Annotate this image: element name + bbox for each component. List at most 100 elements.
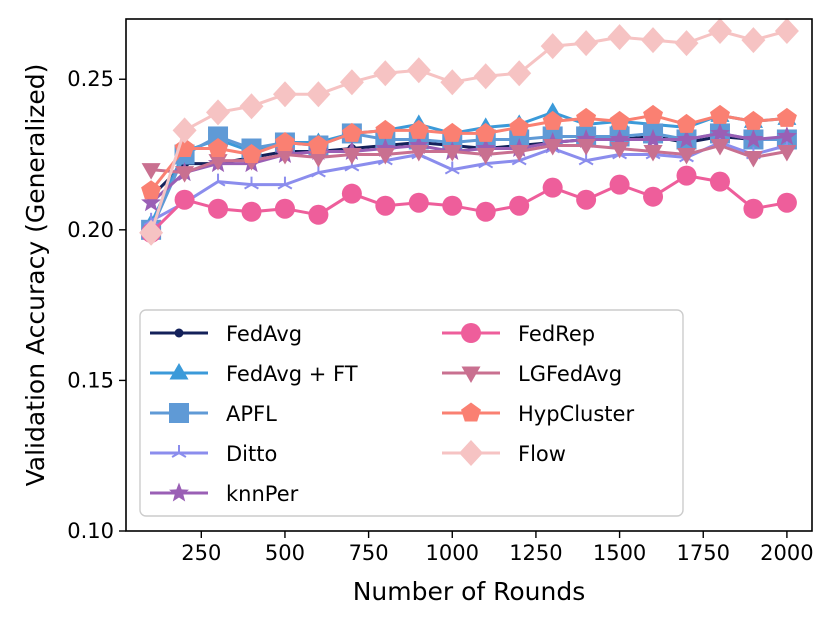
data-point-lgfedavg-1800 bbox=[710, 139, 730, 156]
data-point-fedrep-2000 bbox=[776, 192, 797, 213]
data-point-fedrep-1900 bbox=[743, 198, 764, 219]
legend-marker-knnper bbox=[169, 482, 189, 502]
data-point-hypcluster-600 bbox=[308, 135, 329, 154]
data-point-knnper-1100 bbox=[475, 138, 496, 157]
series-fedrep bbox=[141, 165, 797, 243]
data-point-hypcluster-400 bbox=[241, 144, 262, 163]
data-point-flow-100 bbox=[139, 219, 164, 246]
data-point-lgfedavg-1100 bbox=[476, 148, 496, 165]
legend-label: FedAvg + FT bbox=[226, 362, 358, 386]
legend-marker-fedavg bbox=[174, 328, 184, 338]
legend-item-flow: Flow bbox=[442, 440, 566, 466]
data-point-flow-1300 bbox=[540, 33, 565, 60]
legend-item-knnper: knnPer bbox=[150, 482, 299, 506]
legend-label: HypCluster bbox=[518, 402, 634, 426]
x-tick-label: 250 bbox=[181, 541, 221, 565]
y-tick-label: 0.15 bbox=[67, 368, 114, 392]
y-tick-label: 0.10 bbox=[67, 519, 114, 543]
legend-item-ditto: Ditto bbox=[150, 442, 277, 466]
data-point-hypcluster-700 bbox=[341, 122, 362, 142]
data-point-lgfedavg-1400 bbox=[576, 139, 596, 156]
data-point-flow-1100 bbox=[473, 63, 498, 90]
data-point-knnper-900 bbox=[408, 135, 429, 154]
legend-marker-flow bbox=[459, 440, 483, 466]
data-point-fedrep-900 bbox=[408, 192, 429, 213]
data-point-flow-1200 bbox=[507, 60, 532, 87]
data-point-flow-2000 bbox=[774, 18, 799, 44]
data-point-lgfedavg-1700 bbox=[677, 148, 696, 165]
legend-label: LGFedAvg bbox=[518, 362, 622, 386]
data-point-lgfedavg-1900 bbox=[743, 151, 763, 168]
data-point-lgfedavg-1000 bbox=[442, 145, 462, 162]
legend-label: FedAvg bbox=[226, 322, 302, 346]
data-point-lgfedavg-1600 bbox=[643, 145, 663, 162]
data-point-lgfedavg-900 bbox=[409, 145, 429, 162]
legend-marker-hypcluster bbox=[461, 402, 481, 422]
legend: FedAvg FedAvg + FT APFL Ditto knnPer FedRep LG… bbox=[139, 309, 684, 517]
data-point-knnper-2000 bbox=[776, 126, 797, 145]
data-point-fedrep-300 bbox=[208, 198, 229, 219]
data-point-flow-1600 bbox=[641, 27, 665, 54]
legend-label: knnPer bbox=[226, 482, 299, 506]
data-point-flow-1700 bbox=[674, 30, 699, 57]
data-point-knnper-1500 bbox=[609, 129, 630, 148]
legend-item-fedrep: FedRep bbox=[442, 322, 595, 346]
data-point-flow-300 bbox=[206, 99, 230, 126]
data-point-hypcluster-1700 bbox=[676, 113, 697, 133]
data-point-lgfedavg-600 bbox=[308, 151, 328, 168]
data-point-lgfedavg-700 bbox=[342, 148, 362, 165]
data-point-fedrep-1200 bbox=[509, 195, 530, 216]
data-point-fedrep-500 bbox=[274, 198, 295, 219]
ticks-layer: 250 500 750 1000 1250 1500 1750 2000 0.10 0.15 0.2… bbox=[67, 67, 813, 565]
data-point-hypcluster-1100 bbox=[475, 122, 496, 142]
legend-label: FedRep bbox=[518, 322, 595, 346]
legend-marker-lgfedavg bbox=[461, 366, 481, 383]
legend-item-fedavg: FedAvg bbox=[150, 322, 302, 346]
data-point-hypcluster-1300 bbox=[542, 110, 563, 130]
data-point-flow-800 bbox=[373, 60, 398, 87]
data-point-hypcluster-1500 bbox=[609, 110, 630, 130]
x-tick-label: 2000 bbox=[760, 541, 813, 565]
y-tick-label: 0.20 bbox=[67, 218, 114, 242]
data-point-lgfedavg-1300 bbox=[543, 139, 563, 156]
data-point-fedrep-1700 bbox=[676, 165, 697, 186]
series-hypcluster bbox=[141, 104, 797, 200]
series-lgfedavg bbox=[141, 139, 797, 183]
data-point-hypcluster-1900 bbox=[743, 110, 764, 130]
data-point-knnper-1600 bbox=[643, 129, 663, 148]
data-point-hypcluster-1000 bbox=[442, 122, 463, 142]
data-point-fedrep-1500 bbox=[609, 174, 630, 195]
legend-marker-apfl bbox=[169, 403, 189, 423]
data-point-ditto-500 bbox=[277, 176, 293, 190]
legend-marker-fedrep bbox=[461, 323, 481, 343]
x-tick-label: 1500 bbox=[593, 541, 646, 565]
data-point-lgfedavg-100 bbox=[141, 163, 161, 180]
data-point-hypcluster-800 bbox=[375, 119, 396, 139]
data-point-fedrep-1000 bbox=[442, 195, 463, 216]
data-point-flow-900 bbox=[406, 57, 431, 84]
data-point-knnper-100 bbox=[141, 192, 162, 212]
legend-items: FedAvg FedAvg + FT APFL Ditto knnPer FedRep LG… bbox=[150, 322, 634, 506]
data-point-flow-1000 bbox=[440, 69, 465, 96]
x-axis-label: Number of Rounds bbox=[353, 577, 586, 606]
data-point-flow-1500 bbox=[607, 24, 632, 51]
data-point-hypcluster-500 bbox=[275, 132, 295, 151]
data-point-hypcluster-1400 bbox=[576, 107, 597, 127]
x-tick-label: 750 bbox=[349, 541, 389, 565]
data-point-knnper-1700 bbox=[676, 129, 697, 148]
data-point-apfl-300 bbox=[208, 126, 229, 147]
data-point-hypcluster-1600 bbox=[643, 104, 663, 124]
x-tick-label: 1750 bbox=[677, 541, 730, 565]
data-point-fedrep-1300 bbox=[542, 177, 563, 198]
data-point-hypcluster-300 bbox=[208, 138, 228, 157]
data-point-hypcluster-1800 bbox=[710, 104, 730, 124]
legend-label: Flow bbox=[518, 442, 566, 466]
data-point-lgfedavg-800 bbox=[375, 148, 395, 165]
data-point-hypcluster-100 bbox=[141, 180, 162, 200]
legend-marker-ditto bbox=[171, 445, 187, 458]
series-flow bbox=[139, 18, 799, 246]
legend-item-apfl: APFL bbox=[150, 402, 277, 426]
data-point-flow-200 bbox=[172, 117, 197, 144]
data-point-fedrep-700 bbox=[341, 183, 362, 204]
